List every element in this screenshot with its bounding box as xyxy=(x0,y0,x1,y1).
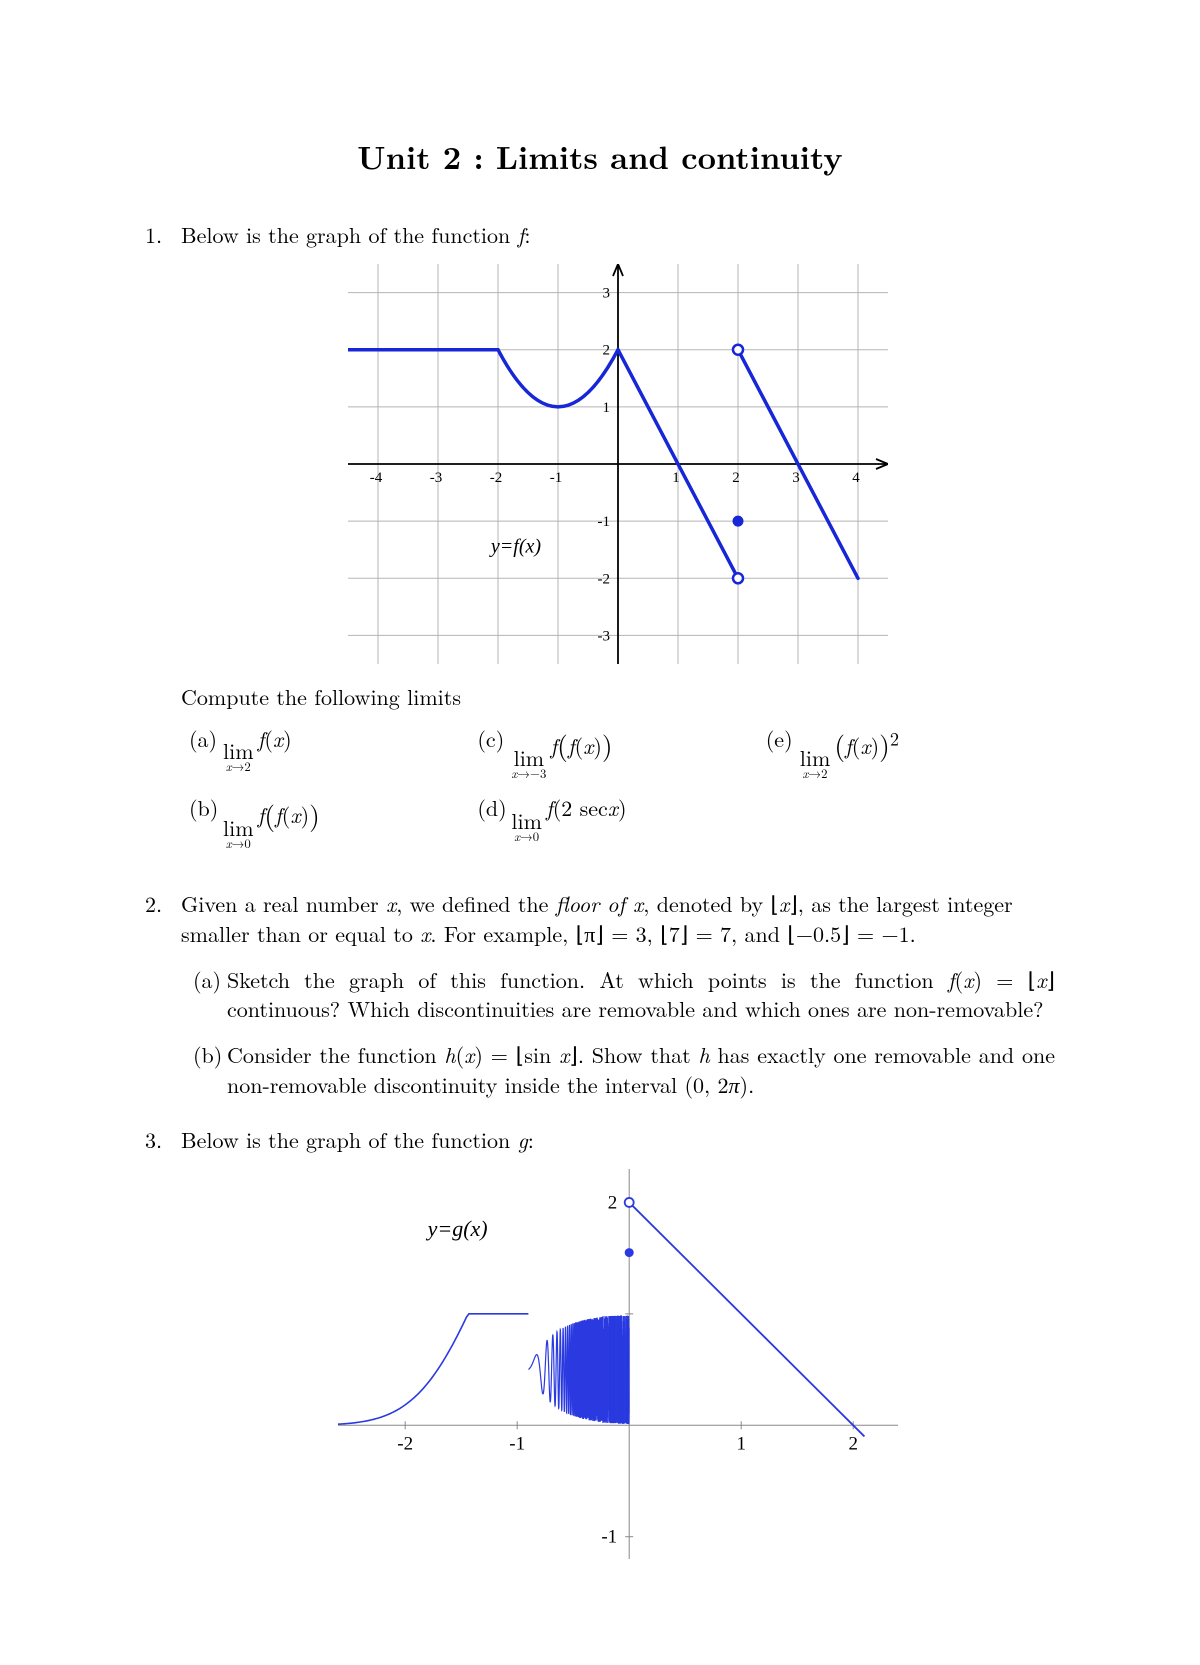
q1-b-expr: limx→0f(f(x)) xyxy=(223,793,477,851)
q2-exsep2: , and xyxy=(731,918,787,949)
q2-floorof: floor of xyxy=(556,888,633,919)
q3-graph: -2 -1 1 2 -1 2 y=g(x) xyxy=(338,1169,898,1559)
q2-text-1e: . For example, xyxy=(430,918,575,949)
q1-graph: -4 -3 -2 -1 1 2 3 4 -3 -2 -1 1 2 3 y=f(x) xyxy=(348,264,888,664)
q2-b-label: (b) xyxy=(193,1040,227,1099)
svg-text:-2: -2 xyxy=(490,470,503,486)
svg-text:-3: -3 xyxy=(598,628,611,644)
q2-a-text: Sketch the graph of this function. At wh… xyxy=(227,965,1055,1024)
q1-intro-pre: Below is the graph of the function xyxy=(181,219,518,250)
svg-text:y=f(x): y=f(x) xyxy=(489,535,541,557)
q1-item-a: (a) limx→2f(x) xyxy=(189,724,477,782)
q1-item-d: (d) limx→0f(2 secx) xyxy=(477,793,765,851)
q1-d-expr: limx→0f(2 secx) xyxy=(511,793,765,844)
svg-text:-4: -4 xyxy=(370,470,383,486)
q2-item-a: (a) Sketch the graph of this function. A… xyxy=(193,965,1055,1024)
question-2-number: 2. xyxy=(145,889,162,919)
svg-text:1: 1 xyxy=(736,1433,746,1454)
q2-b-text-2: . Show that xyxy=(578,1039,699,1070)
q3-intro-pre: Below is the graph of the function xyxy=(181,1124,518,1155)
svg-text:1: 1 xyxy=(603,400,611,416)
svg-text:2: 2 xyxy=(732,470,740,486)
q1-chart-container: -4 -3 -2 -1 1 2 3 4 -3 -2 -1 1 2 3 y=f(x) xyxy=(181,264,1055,664)
q1-e-expr: limx→2(f(x))2 xyxy=(800,724,1054,782)
svg-text:2: 2 xyxy=(848,1433,858,1454)
q2-b-text: Consider the function h(x) = ⌊sin x⌋. Sh… xyxy=(227,1040,1055,1099)
q3-intro-fn: g xyxy=(518,1124,528,1155)
svg-text:-3: -3 xyxy=(430,470,443,486)
q1-a-label: (a) xyxy=(189,724,223,754)
question-3: 3. Below is the graph of the function g:… xyxy=(145,1125,1055,1559)
q2-item-b: (b) Consider the function h(x) = ⌊sin x⌋… xyxy=(193,1040,1055,1099)
question-1-number: 1. xyxy=(145,220,162,250)
q1-limit-list: (a) limx→2f(x) (c) limx→−3f(f(x)) (e) li… xyxy=(189,724,1055,864)
q2-text-1c: , denoted by xyxy=(643,888,770,919)
svg-text:-2: -2 xyxy=(598,571,611,587)
q1-item-c: (c) limx→−3f(f(x)) xyxy=(477,724,765,782)
svg-text:-1: -1 xyxy=(598,514,611,530)
q3-chart-container: -2 -1 1 2 -1 2 y=g(x) xyxy=(181,1169,1055,1559)
q1-e-label: (e) xyxy=(766,724,800,754)
q1-item-e: (e) limx→2(f(x))2 xyxy=(766,724,1054,782)
svg-text:3: 3 xyxy=(603,285,611,301)
q2-sublist: (a) Sketch the graph of this function. A… xyxy=(193,965,1055,1100)
q3-intro-post: : xyxy=(528,1124,534,1155)
svg-text:-1: -1 xyxy=(509,1433,525,1454)
q1-intro-post: : xyxy=(524,219,530,250)
svg-text:-2: -2 xyxy=(397,1433,413,1454)
q1-d-label: (d) xyxy=(477,793,511,823)
q2-ex1: ⌊π⌋ = 3 xyxy=(576,918,647,949)
q2-exsep1: , xyxy=(647,918,660,949)
svg-text:3: 3 xyxy=(792,470,800,486)
q1-compute-line: Compute the following limits xyxy=(181,682,1055,712)
q2-ex3: ⌊−0.5⌋ = −1 xyxy=(787,918,909,949)
q2-a-text-1: Sketch the graph of this function. At wh… xyxy=(227,964,948,995)
svg-text:2: 2 xyxy=(608,1193,618,1214)
svg-text:y=g(x): y=g(x) xyxy=(426,1216,488,1241)
q2-text-1b: , we defined the xyxy=(396,888,555,919)
svg-text:-1: -1 xyxy=(550,470,563,486)
q1-item-b: (b) limx→0f(f(x)) xyxy=(189,793,477,851)
question-3-number: 3. xyxy=(145,1125,162,1155)
q2-a-label: (a) xyxy=(193,965,227,1024)
question-1: 1. Below is the graph of the function f:… xyxy=(145,220,1055,863)
page-title: Unit 2 : Limits and continuity xyxy=(145,135,1055,178)
q2-b-text-1: Consider the function xyxy=(227,1039,444,1070)
svg-text:-1: -1 xyxy=(601,1527,617,1548)
question-2: 2. Given a real number x, we defined the… xyxy=(145,889,1055,1099)
q1-c-label: (c) xyxy=(477,724,511,754)
q1-a-expr: limx→2f(x) xyxy=(223,724,477,775)
q1-c-expr: limx→−3f(f(x)) xyxy=(511,724,765,782)
svg-text:4: 4 xyxy=(852,470,860,486)
q2-a-text-2: continuous? Which discontinuities are re… xyxy=(227,993,1044,1024)
document-page: Unit 2 : Limits and continuity 1. Below … xyxy=(0,0,1200,1665)
svg-text:1: 1 xyxy=(672,470,680,486)
q1-b-label: (b) xyxy=(189,793,223,823)
q2-text-end: . xyxy=(910,918,916,949)
svg-text:2: 2 xyxy=(603,343,611,359)
q2-text-1a: Given a real number xyxy=(181,888,386,919)
q2-ex2: ⌊7⌋ = 7 xyxy=(660,918,731,949)
